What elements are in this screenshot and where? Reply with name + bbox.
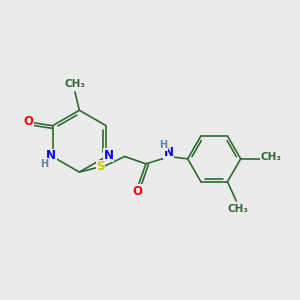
Text: O: O — [132, 185, 142, 198]
Text: N: N — [46, 149, 56, 162]
Text: O: O — [23, 115, 33, 128]
Text: CH₃: CH₃ — [260, 152, 281, 162]
Text: H: H — [40, 159, 48, 169]
Text: CH₃: CH₃ — [64, 79, 86, 89]
Text: CH₃: CH₃ — [227, 204, 248, 214]
Text: N: N — [164, 146, 174, 159]
Text: H: H — [160, 140, 168, 150]
Text: N: N — [103, 149, 113, 162]
Text: S: S — [96, 160, 105, 173]
